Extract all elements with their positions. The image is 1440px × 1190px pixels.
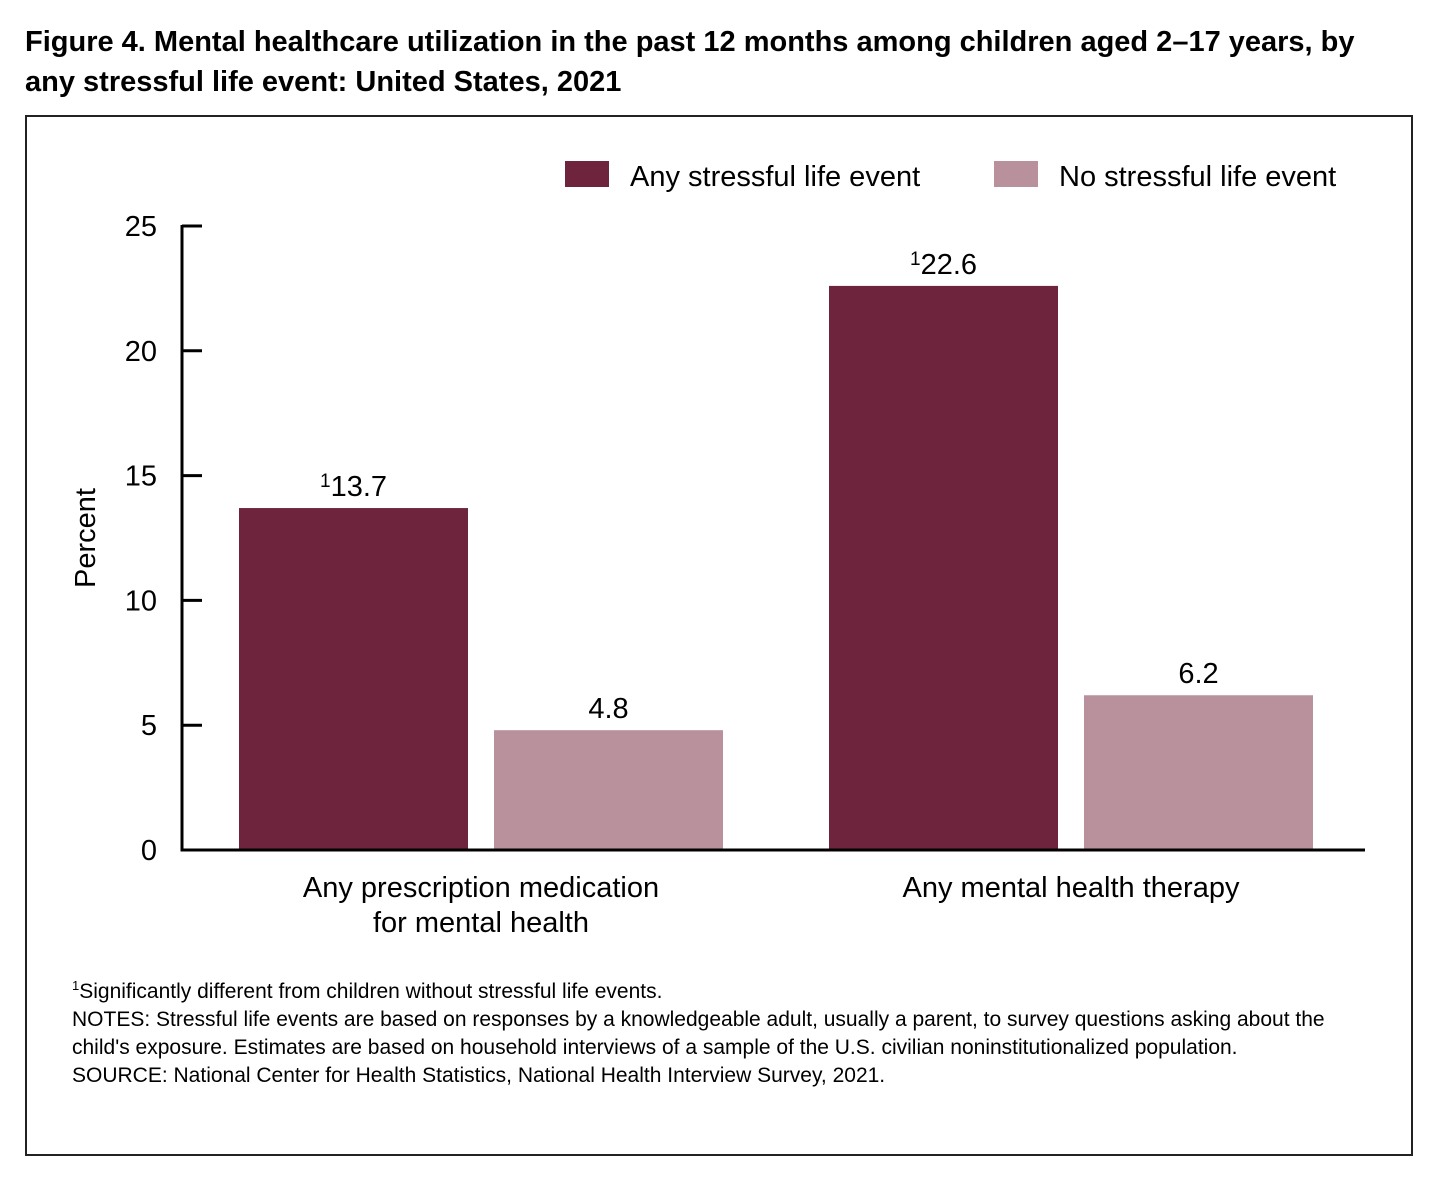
y-tick-label: 5	[141, 710, 157, 742]
y-tick-label: 20	[125, 336, 157, 368]
legend-swatch	[994, 161, 1038, 187]
footnote: 1Significantly different from children w…	[72, 978, 1372, 1006]
figure-title: Figure 4. Mental healthcare utilization …	[25, 26, 1355, 98]
y-tick-label: 15	[125, 461, 157, 493]
bar	[829, 285, 1058, 850]
bar	[494, 730, 723, 850]
value-text: 22.6	[921, 249, 977, 281]
y-axis: 0 5 10 15 20 25 Percent	[70, 211, 202, 867]
bar-value-label: 113.7	[320, 471, 387, 503]
y-tick-label: 10	[125, 585, 157, 617]
figure-frame	[25, 115, 1413, 1156]
bar-value-label: 6.2	[1178, 658, 1218, 690]
footnote-marker: 1	[72, 978, 80, 993]
legend: Any stressful life event No stressful lif…	[565, 161, 1336, 193]
value-text: 13.7	[331, 471, 387, 503]
figure-notes: 1Significantly different from children w…	[72, 978, 1372, 1090]
notes-text: NOTES: Stressful life events are based o…	[72, 1008, 1325, 1059]
bar-value-label: 4.8	[588, 693, 628, 725]
y-axis-title: Percent	[70, 488, 102, 588]
y-tick-label: 25	[125, 211, 157, 243]
footnote-marker: 1	[910, 249, 921, 270]
bar	[239, 508, 468, 850]
source-text: SOURCE: National Center for Health Stati…	[72, 1064, 886, 1087]
x-category-label: Any prescription medication	[303, 872, 659, 904]
footnote-marker: 1	[320, 471, 331, 492]
footnote-text: Significantly different from children wi…	[79, 980, 663, 1003]
bar	[1084, 695, 1313, 850]
x-category-label: for mental health	[373, 907, 589, 939]
y-tick-label: 0	[141, 835, 157, 867]
legend-label: Any stressful life event	[630, 161, 920, 193]
x-category-label: Any mental health therapy	[903, 872, 1240, 904]
legend-swatch	[565, 161, 609, 187]
legend-label: No stressful life event	[1059, 161, 1336, 193]
bar-value-label: 122.6	[910, 249, 977, 281]
bars	[239, 285, 1313, 850]
